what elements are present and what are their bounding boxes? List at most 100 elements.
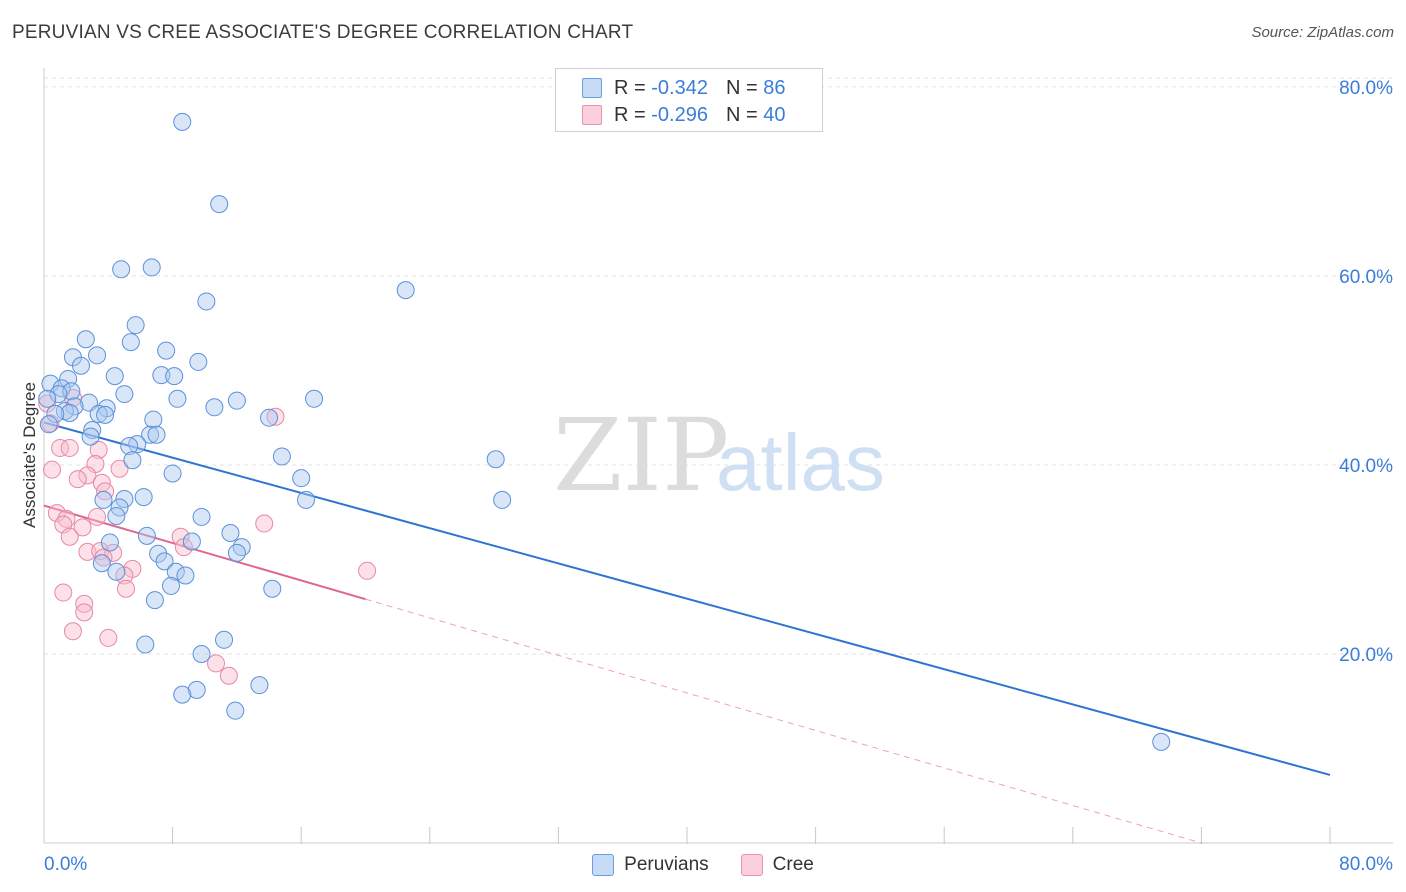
- cree-point: [116, 579, 135, 598]
- peruvian-point: [145, 591, 164, 610]
- cree-point: [78, 466, 97, 485]
- cree-point: [89, 440, 108, 459]
- cree-points: [38, 388, 377, 685]
- peruvian-point: [166, 562, 185, 581]
- peruvian-point: [147, 425, 166, 444]
- trend-lines: [43, 421, 1331, 844]
- peruvian-point: [192, 507, 211, 526]
- peruvian-point: [227, 391, 246, 410]
- peruvian-point: [493, 490, 512, 509]
- peruvian-point: [176, 566, 195, 585]
- peruvian-point: [396, 281, 415, 300]
- peruvian-point: [92, 554, 111, 573]
- peruvian-point: [165, 367, 184, 386]
- cree-point: [99, 628, 118, 647]
- peruvian-point: [260, 408, 279, 427]
- cree-point: [358, 561, 377, 580]
- r-value: -0.296: [651, 103, 708, 126]
- peruvian-point: [197, 292, 216, 311]
- peruvian-point: [49, 385, 68, 404]
- peruvian-point: [134, 488, 153, 507]
- cree-point: [104, 543, 123, 562]
- r-label: R =: [614, 103, 646, 126]
- watermark: ZIP atlas: [553, 397, 885, 514]
- peruvian-point: [263, 579, 282, 598]
- peruvian-point: [163, 464, 182, 483]
- watermark-atlas: atlas: [716, 418, 885, 507]
- peruvian-point: [227, 543, 246, 562]
- cree-point: [60, 438, 79, 457]
- peruvian-point: [105, 367, 124, 386]
- peruvian-points: [38, 112, 1171, 751]
- cree-point: [60, 527, 79, 546]
- legend-row-peruvians: R = -0.342 N = 86: [582, 75, 785, 101]
- peruvian-point: [297, 490, 316, 509]
- peruvian-point: [126, 316, 145, 335]
- cree-point: [41, 414, 60, 433]
- peruvian-point: [100, 533, 119, 552]
- peruvian-point: [1152, 732, 1171, 751]
- cree-point: [51, 438, 70, 457]
- r-value: -0.342: [651, 76, 708, 99]
- cree-legend-swatch: [740, 854, 763, 876]
- cree-trend-extension: [365, 598, 1202, 844]
- y-tick-label: 80.0%: [1339, 78, 1393, 99]
- peruvian-point: [187, 680, 206, 699]
- peruvian-point: [149, 544, 168, 563]
- axes: [43, 68, 1393, 844]
- peruvian-point: [115, 489, 134, 508]
- peruvian-point: [205, 398, 224, 417]
- cree-point: [110, 459, 129, 478]
- source-label: Source: ZipAtlas.com: [1251, 24, 1394, 41]
- peruvian-point: [486, 450, 505, 469]
- cree-point: [219, 666, 238, 685]
- peruvian-point: [60, 403, 79, 422]
- peruvian-point: [39, 415, 58, 434]
- n-label: N =: [725, 76, 758, 99]
- peruvian-point: [120, 437, 139, 456]
- peruvian-point: [189, 352, 208, 371]
- peruvian-point: [71, 356, 90, 375]
- peruvian-point: [272, 447, 291, 466]
- y-tick-label: 40.0%: [1339, 456, 1393, 477]
- x-tick-label-min: 0.0%: [44, 854, 87, 875]
- cree-point: [78, 542, 97, 561]
- peruvian-point: [76, 330, 95, 349]
- peruvian-point: [136, 635, 155, 654]
- peruvian-point: [142, 258, 161, 277]
- r-label: R =: [614, 76, 646, 99]
- peruvians-trend-line: [43, 421, 1331, 776]
- n-value: 40: [763, 103, 786, 126]
- x-tick-label-max: 80.0%: [1339, 854, 1393, 875]
- peruvians-legend-swatch: [592, 854, 615, 876]
- y-tick-labels: 20.0% 40.0% 60.0% 80.0%: [1339, 78, 1393, 666]
- peruvian-point: [155, 552, 174, 571]
- peruvian-point: [232, 538, 251, 557]
- cree-point: [43, 460, 62, 479]
- peruvian-point: [250, 676, 269, 695]
- n-label: N =: [725, 103, 758, 126]
- cree-point: [207, 654, 226, 673]
- peruvian-point: [96, 405, 115, 424]
- cree-point: [68, 470, 87, 489]
- cree-point: [54, 583, 73, 602]
- peruvian-point: [94, 490, 113, 509]
- legend-item-cree: Cree: [740, 854, 814, 876]
- peruvian-point: [182, 532, 201, 551]
- peruvian-point: [192, 644, 211, 663]
- peruvian-point: [38, 389, 57, 408]
- peruvian-point: [215, 630, 234, 649]
- peruvian-point: [157, 341, 176, 360]
- peruvian-point: [137, 526, 156, 545]
- cree-point: [57, 509, 76, 528]
- cree-point: [47, 504, 66, 523]
- peruvian-point: [305, 389, 324, 408]
- legend-item-peruvians: Peruvians: [592, 854, 709, 876]
- cree-trend-line: [43, 504, 366, 601]
- peruvian-point: [83, 420, 102, 439]
- stats-legend: R = -0.342 N = 86 R = -0.296 N = 40: [555, 68, 823, 132]
- legend-row-cree: R = -0.296 N = 40: [582, 102, 785, 128]
- peruvian-point: [210, 195, 229, 214]
- peruvian-point: [221, 524, 240, 542]
